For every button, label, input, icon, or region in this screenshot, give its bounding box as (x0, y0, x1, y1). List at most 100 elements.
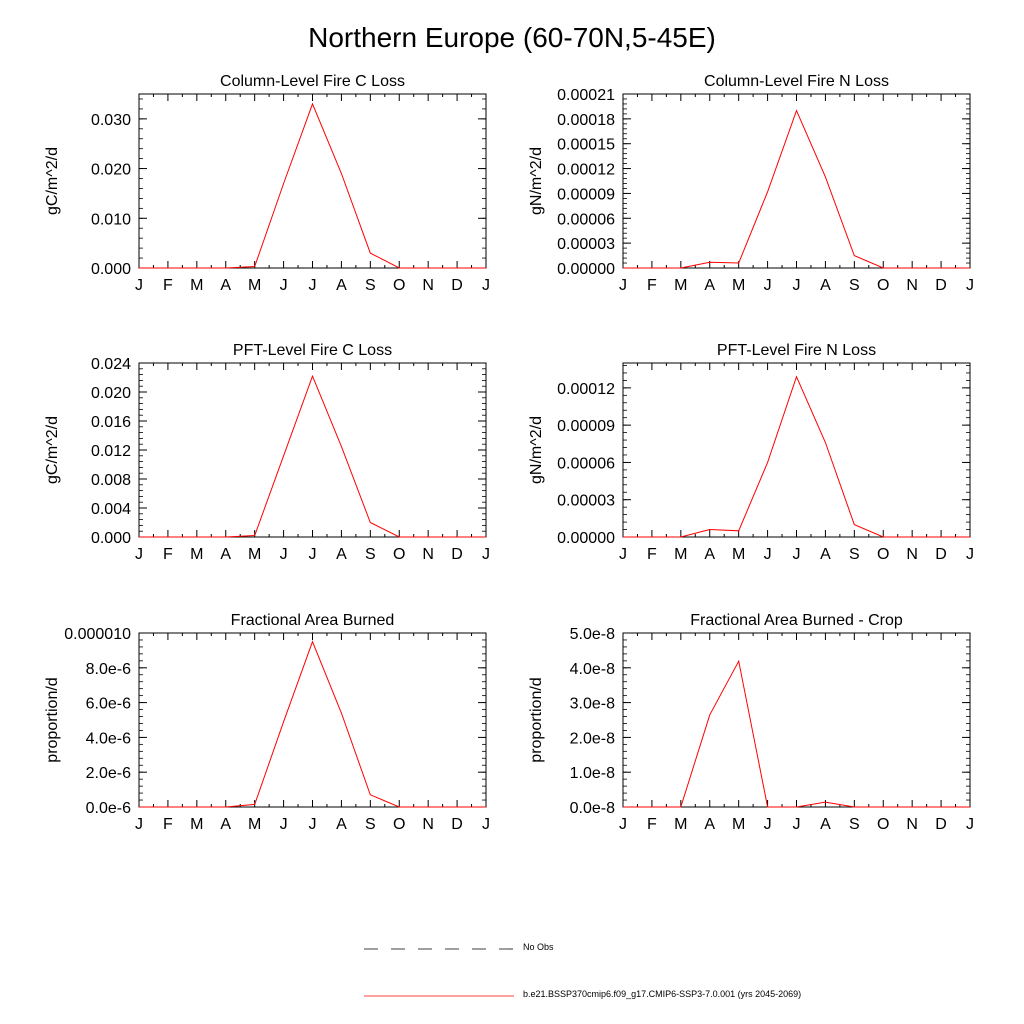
x-tick-label: A (220, 816, 231, 833)
x-tick-label: J (135, 546, 143, 563)
x-tick-label: J (309, 546, 317, 563)
page-title: Northern Europe (60-70N,5-45E) (308, 22, 716, 53)
x-tick-label: J (482, 546, 490, 563)
series-line-1 (623, 375, 970, 538)
chart-title: PFT-Level Fire N Loss (717, 342, 876, 359)
x-tick-label: D (935, 277, 947, 294)
x-tick-label: O (877, 546, 889, 563)
x-tick-label: F (647, 546, 657, 563)
y-axis-label: gC/m^2/d (44, 147, 61, 215)
chart-title: Fractional Area Burned - Crop (690, 612, 903, 629)
y-tick-label: 0.012 (91, 443, 131, 460)
y-tick-label: 0.000 (91, 261, 131, 278)
x-tick-label: F (163, 277, 173, 294)
x-tick-label: A (336, 277, 347, 294)
y-tick-label: 0.00009 (557, 418, 615, 435)
x-tick-label: N (906, 546, 918, 563)
x-tick-label: A (220, 277, 231, 294)
x-tick-label: D (451, 277, 463, 294)
x-tick-label: A (704, 546, 715, 563)
y-tick-label: 1.0e-8 (570, 765, 615, 782)
y-tick-label: 0.00021 (557, 87, 615, 104)
series-line-1 (139, 102, 486, 269)
y-tick-label: 0.000 (91, 530, 131, 547)
x-tick-label: A (704, 277, 715, 294)
y-axis-label: gN/m^2/d (528, 416, 545, 484)
x-tick-label: O (877, 277, 889, 294)
y-tick-label: 0.00000 (557, 261, 615, 278)
x-tick-label: N (906, 816, 918, 833)
x-tick-label: M (248, 277, 261, 294)
x-tick-label: J (793, 546, 801, 563)
series-line-1 (139, 640, 486, 808)
x-tick-label: J (619, 277, 627, 294)
y-tick-label: 4.0e-8 (570, 661, 615, 678)
y-tick-label: 2.0e-8 (570, 730, 615, 747)
legend-model-line (364, 995, 514, 997)
legend-model: b.e21.BSSP370cmip6.f09_g17.CMIP6-SSP3-7.… (0, 987, 1024, 1007)
x-tick-label: J (135, 816, 143, 833)
x-tick-label: S (849, 277, 860, 294)
y-axis-label: proportion/d (44, 677, 61, 762)
x-tick-label: J (482, 277, 490, 294)
y-tick-label: 0.020 (91, 385, 131, 402)
y-axis-label: gN/m^2/d (528, 147, 545, 215)
x-tick-label: J (764, 816, 772, 833)
x-tick-label: J (280, 546, 288, 563)
x-tick-label: S (365, 546, 376, 563)
x-tick-label: M (732, 546, 745, 563)
x-tick-label: S (849, 816, 860, 833)
x-tick-label: O (393, 277, 405, 294)
y-axis-label: gC/m^2/d (44, 416, 61, 484)
y-tick-label: 0.00012 (557, 162, 615, 179)
y-tick-label: 0.00006 (557, 455, 615, 472)
y-tick-label: 0.000010 (64, 626, 131, 643)
y-tick-label: 0.00006 (557, 211, 615, 228)
plot-frame (622, 362, 971, 538)
x-tick-label: A (820, 277, 831, 294)
x-tick-label: F (647, 816, 657, 833)
x-tick-label: J (966, 816, 974, 833)
x-tick-label: A (820, 816, 831, 833)
x-tick-label: J (764, 546, 772, 563)
x-tick-label: J (619, 816, 627, 833)
x-tick-label: A (336, 546, 347, 563)
x-tick-label: F (163, 546, 173, 563)
plot-frame (138, 93, 487, 269)
x-tick-label: J (280, 816, 288, 833)
legend-obs: No Obs (0, 940, 1024, 960)
y-tick-label: 0.024 (91, 356, 131, 373)
x-tick-label: D (451, 546, 463, 563)
x-tick-label: S (849, 546, 860, 563)
x-tick-label: J (793, 816, 801, 833)
y-tick-label: 0.00003 (557, 236, 615, 253)
y-tick-label: 2.0e-6 (86, 765, 131, 782)
x-tick-label: M (732, 277, 745, 294)
y-tick-label: 0.016 (91, 414, 131, 431)
x-tick-label: F (647, 277, 657, 294)
y-tick-label: 0.00003 (557, 493, 615, 510)
y-tick-label: 0.00015 (557, 137, 615, 154)
x-tick-label: M (190, 816, 203, 833)
y-tick-label: 5.0e-8 (570, 626, 615, 643)
y-tick-label: 0.00009 (557, 186, 615, 203)
x-tick-label: F (163, 816, 173, 833)
x-tick-label: J (793, 277, 801, 294)
x-tick-label: J (135, 277, 143, 294)
x-tick-label: M (674, 546, 687, 563)
y-tick-label: 0.010 (91, 211, 131, 228)
y-tick-label: 0.030 (91, 112, 131, 129)
y-tick-label: 6.0e-6 (86, 696, 131, 713)
chart-title: Column-Level Fire N Loss (704, 73, 889, 90)
x-tick-label: J (309, 277, 317, 294)
y-tick-label: 3.0e-8 (570, 696, 615, 713)
x-tick-label: M (248, 546, 261, 563)
x-tick-label: N (906, 277, 918, 294)
x-tick-label: M (674, 277, 687, 294)
series-line-1 (623, 659, 970, 808)
y-axis-label: proportion/d (528, 677, 545, 762)
